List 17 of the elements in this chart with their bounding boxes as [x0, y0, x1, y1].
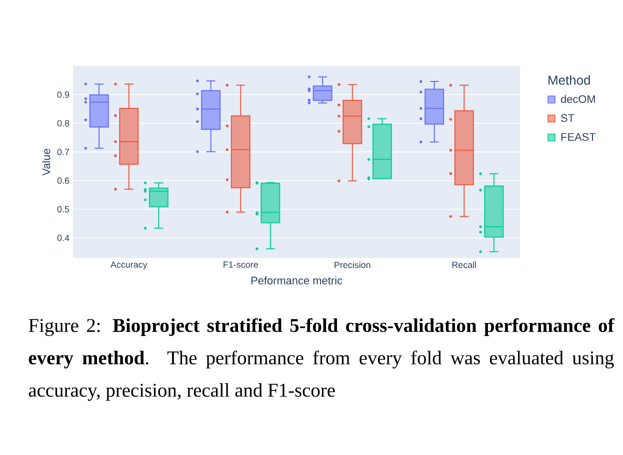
legend-label: ST — [561, 114, 574, 122]
y-axis-title: Value — [42, 148, 50, 176]
x-tick-label: F1-score — [224, 262, 258, 268]
x-axis-title: Peformance metric — [251, 276, 342, 284]
legend-label: FEAST — [561, 133, 596, 141]
caption: Figure 2: Bioproject stratified 5-fold cross-validation performance of every method. The performance from every fold was evaluated using accuracy, precision, recall and F1-score — [28, 318, 614, 401]
y-tick-label: 0.5 — [57, 206, 70, 212]
y-tick-label: 0.6 — [57, 177, 70, 184]
x-tick-label: Accuracy — [110, 262, 148, 270]
y-tick-label: 0.4 — [57, 234, 70, 242]
x-tick-label: Precision — [334, 262, 370, 268]
legend-label: decOM — [560, 94, 595, 104]
y-tick-label: 0.7 — [57, 148, 70, 156]
legend-title: Method — [548, 75, 590, 85]
x-tick-label: Recall — [452, 262, 476, 268]
y-tick-label: 0.9 — [57, 91, 70, 98]
y-tick-label: 0.8 — [57, 120, 70, 126]
